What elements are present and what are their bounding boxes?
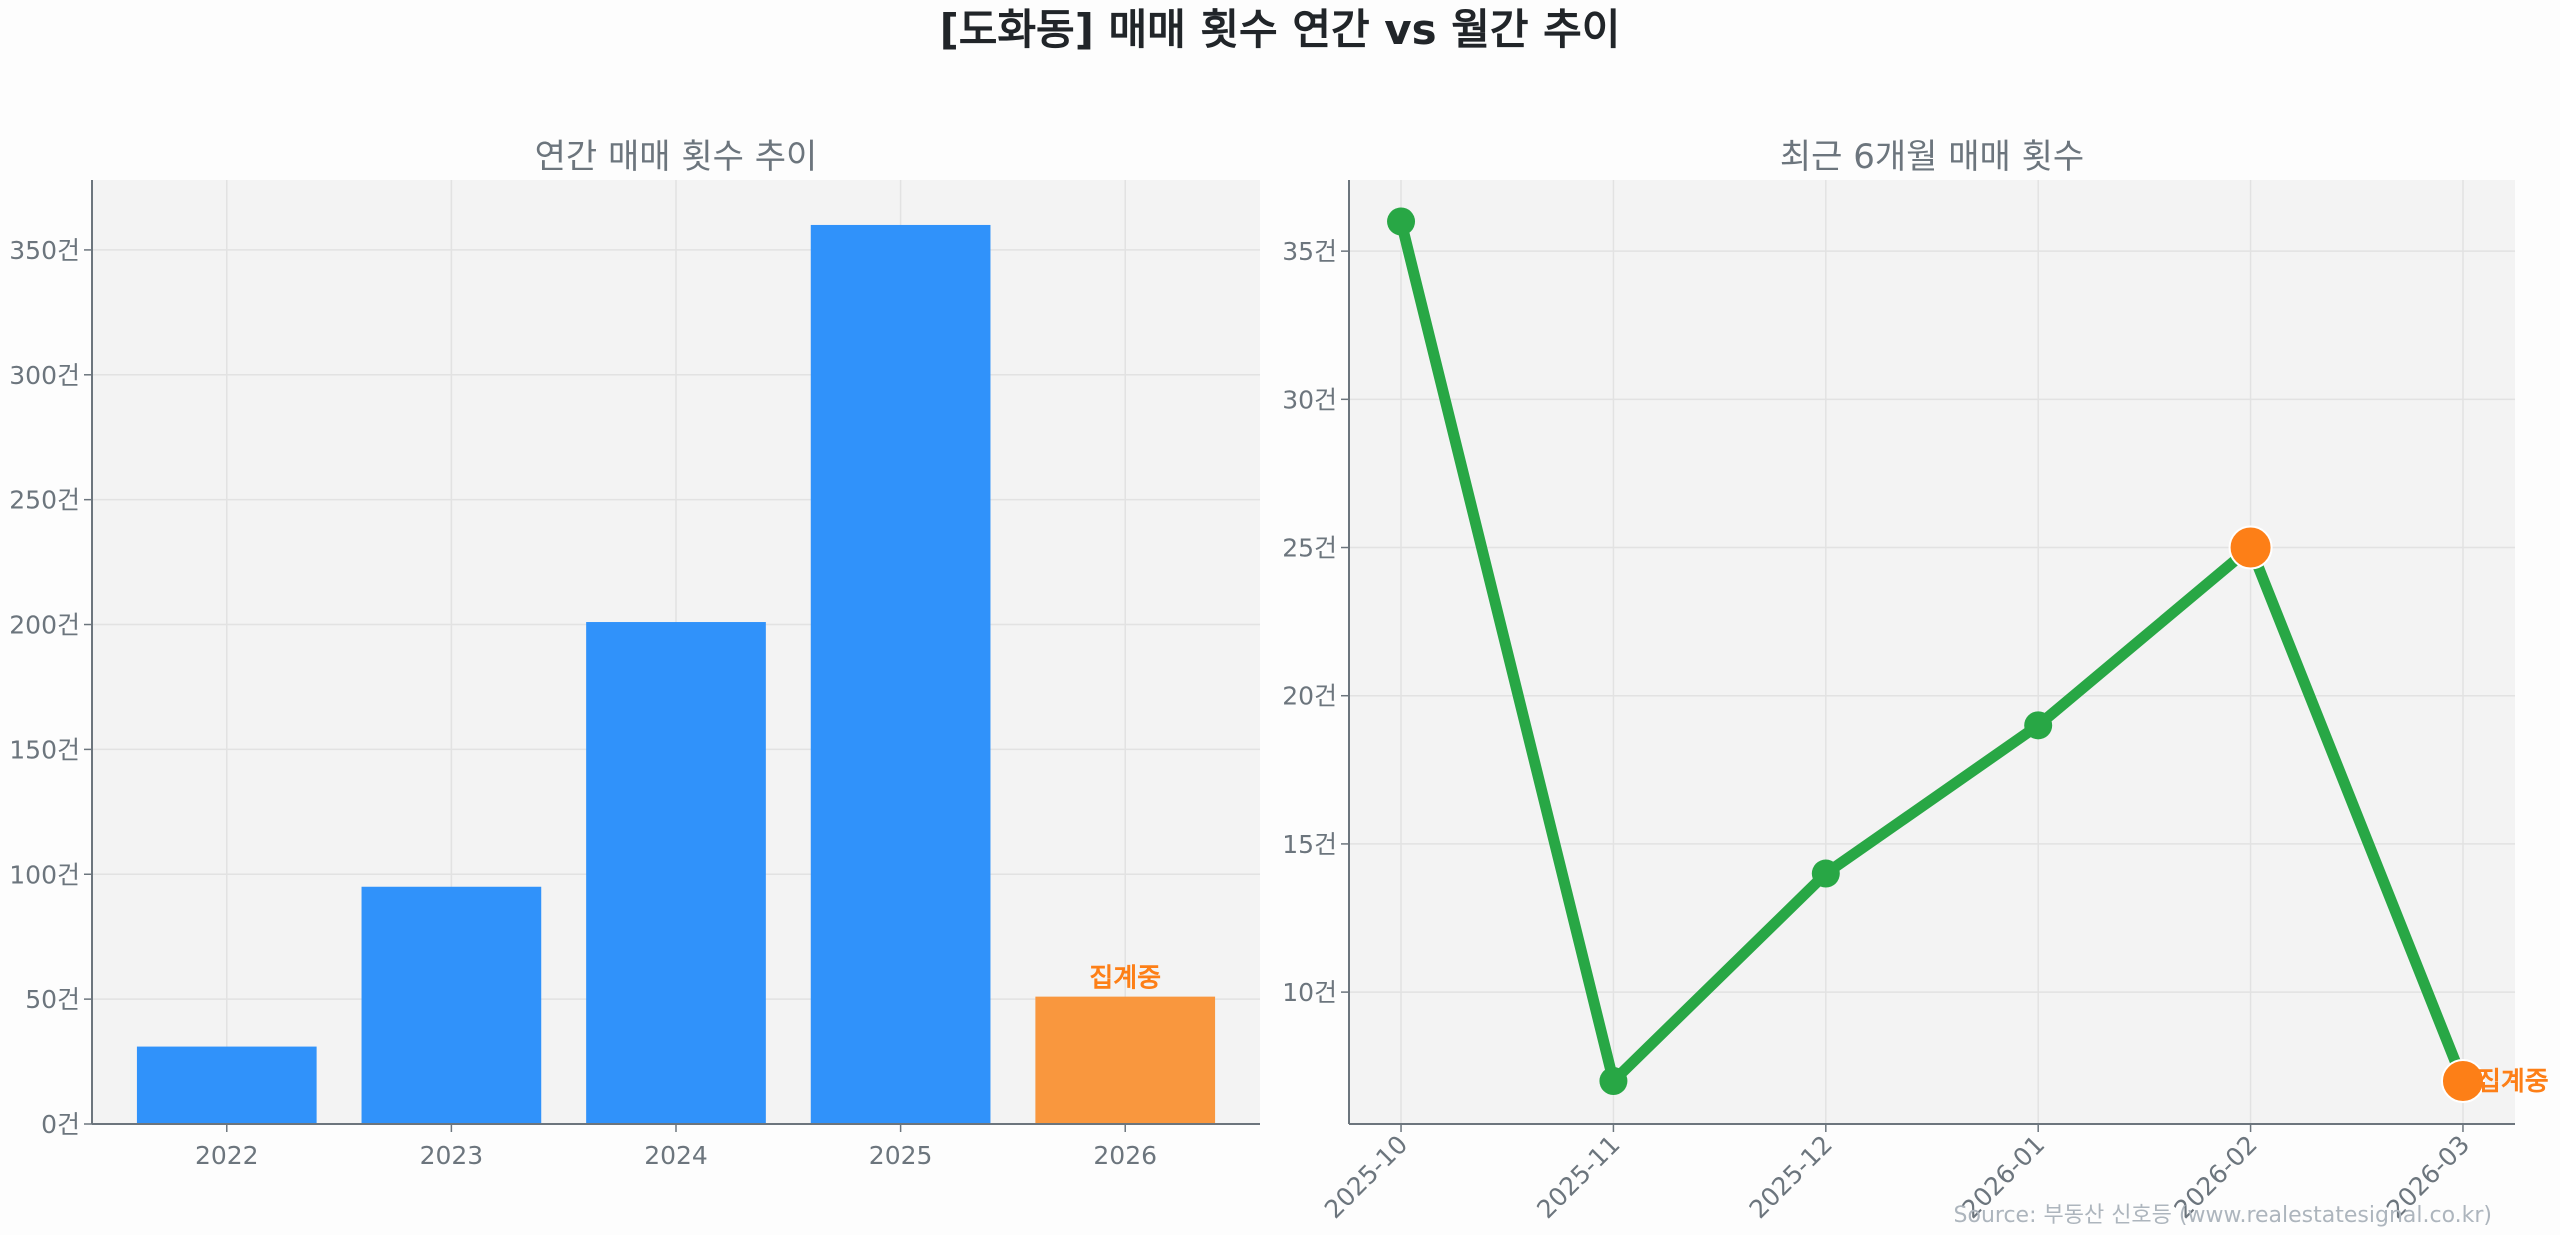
main-title: [도화동] 매매 횟수 연간 vs 월간 추이: [940, 5, 1621, 54]
right-chart-title: 최근 6개월 매매 횟수: [1780, 137, 2084, 177]
bar-2026: [1035, 996, 1216, 1124]
y-tick-label: 35건: [1282, 237, 1337, 266]
y-tick-label: 50건: [25, 985, 80, 1014]
bar-2025: [810, 224, 991, 1124]
y-tick-label: 100건: [9, 860, 80, 889]
point-2026-01: [2024, 711, 2053, 740]
bar-2023: [361, 886, 542, 1124]
x-tick-label: 2025-10: [1319, 1130, 1413, 1224]
x-tick-label: 2022: [195, 1141, 259, 1170]
x-tick-label: 2025: [869, 1141, 933, 1170]
annual-bar-chart: 0건 50건 100건 150건 200건 250건 300건 350건 2022 2023 202…: [9, 180, 1260, 1170]
y-tick-label: 250건: [9, 486, 80, 515]
x-tick-label: 2026: [1093, 1141, 1157, 1170]
x-tick-label: 2023: [420, 1141, 484, 1170]
y-tick-label: 10건: [1282, 978, 1337, 1007]
y-tick-label: 0건: [41, 1110, 80, 1139]
y-tick-label: 350건: [9, 236, 80, 265]
point-2025-12: [1811, 859, 1840, 888]
y-tick-label: 15건: [1282, 830, 1337, 859]
bar-annotation: 집계중: [1089, 964, 1161, 994]
y-tick-label: 20건: [1282, 682, 1337, 711]
bar-2024: [586, 622, 766, 1124]
y-tick-label: 30건: [1282, 385, 1337, 414]
point-2025-11: [1599, 1067, 1628, 1096]
y-tick-label: 25건: [1282, 534, 1337, 563]
point-2025-10: [1387, 207, 1416, 236]
series-line: [1395, 220, 2469, 1087]
x-tick-label: 2024: [644, 1141, 708, 1170]
plot-area: [1349, 180, 2515, 1124]
point-2026-03: [2440, 1059, 2485, 1104]
left-chart-title: 연간 매매 횟수 추이: [535, 137, 818, 177]
x-tick-label: 2025-11: [1531, 1130, 1625, 1224]
y-tick-label: 150건: [9, 735, 80, 764]
source-note: Source: 부동산 신호등 (www.realestatesignal.co…: [1954, 1203, 2492, 1228]
point-2026-02: [2228, 525, 2273, 570]
x-tick-label: 2025-12: [1744, 1130, 1838, 1224]
point-annotation: 집계중: [2477, 1067, 2549, 1097]
y-tick-label: 200건: [9, 611, 80, 640]
y-tick-label: 300건: [9, 361, 80, 390]
bar-2022: [136, 1046, 317, 1124]
